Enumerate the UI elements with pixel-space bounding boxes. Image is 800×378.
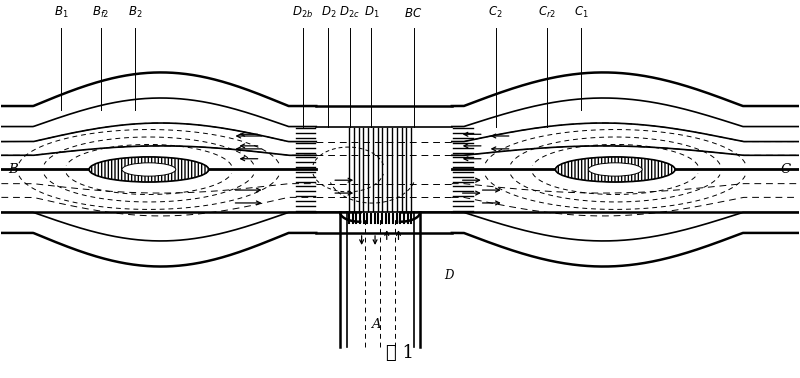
Text: $D_1$: $D_1$ bbox=[363, 5, 379, 20]
Text: $D_{2b}$: $D_{2b}$ bbox=[292, 5, 314, 20]
Text: $C_2$: $C_2$ bbox=[488, 5, 503, 20]
Text: $BC$: $BC$ bbox=[405, 7, 422, 20]
Text: $D_2$: $D_2$ bbox=[321, 5, 336, 20]
Ellipse shape bbox=[588, 163, 642, 176]
Text: C: C bbox=[781, 163, 790, 176]
Text: B: B bbox=[8, 163, 18, 176]
Text: $D_{2c}$: $D_{2c}$ bbox=[339, 5, 360, 20]
Text: A: A bbox=[371, 318, 381, 331]
Text: $B_{f2}$: $B_{f2}$ bbox=[92, 5, 110, 20]
Text: $B_1$: $B_1$ bbox=[54, 5, 69, 20]
Text: $C_{r2}$: $C_{r2}$ bbox=[538, 5, 557, 20]
Text: $B_2$: $B_2$ bbox=[128, 5, 142, 20]
Text: $C_1$: $C_1$ bbox=[574, 5, 588, 20]
Text: 图 1: 图 1 bbox=[386, 344, 414, 362]
Text: D: D bbox=[444, 270, 454, 282]
Ellipse shape bbox=[555, 157, 675, 182]
Ellipse shape bbox=[122, 163, 176, 176]
Ellipse shape bbox=[89, 157, 209, 182]
